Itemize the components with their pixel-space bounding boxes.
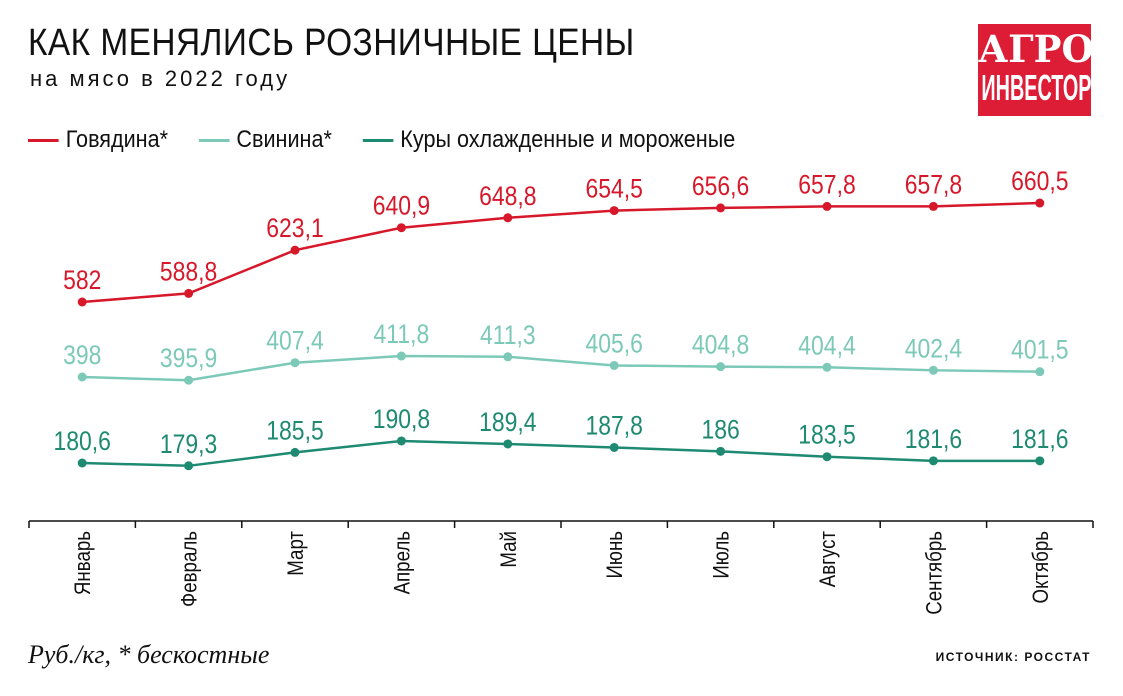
data-point: [609, 206, 619, 216]
data-point: [184, 375, 194, 385]
data-label: 181,6: [1011, 424, 1068, 454]
legend-item-chicken: Куры охлажденные и мороженые: [362, 126, 736, 154]
data-label: 183,5: [798, 420, 855, 450]
data-label: 179,3: [160, 429, 217, 459]
data-label: 407,4: [266, 326, 323, 356]
data-point: [609, 360, 619, 370]
x-tick-label: Январь: [72, 531, 96, 595]
x-tick-label: Сентябрь: [923, 531, 947, 615]
data-point: [822, 452, 832, 462]
legend-swatch: [198, 138, 230, 142]
data-label: 405,6: [585, 329, 642, 359]
series-line: [82, 439, 1040, 468]
data-label: 640,9: [373, 191, 430, 221]
data-label: 404,8: [692, 330, 749, 360]
chart-title: КАК МЕНЯЛИСЬ РОЗНИЧНЫЕ ЦЕНЫ: [28, 22, 635, 64]
data-point: [184, 461, 194, 471]
legend-label: Говядина*: [65, 126, 169, 153]
data-label: 411,8: [374, 319, 430, 349]
data-point: [716, 446, 726, 456]
data-point: [928, 456, 938, 466]
data-label: 404,4: [798, 331, 855, 361]
data-label: 180,6: [53, 426, 110, 456]
data-point: [1035, 367, 1045, 377]
data-point: [396, 223, 406, 233]
data-label: 623,1: [266, 213, 323, 243]
data-label: 657,8: [798, 170, 855, 200]
x-tick-label: Июнь: [604, 531, 628, 579]
data-label: 181,6: [905, 424, 962, 454]
legend-label: Свинина*: [236, 126, 332, 153]
data-point: [77, 458, 87, 468]
data-point: [503, 352, 513, 362]
data-point: [503, 213, 513, 223]
legend: Говядина* Свинина* Куры охлажденные и мо…: [28, 126, 735, 154]
data-point: [928, 365, 938, 375]
x-tick-label: Февраль: [178, 531, 202, 607]
data-label: 187,8: [585, 411, 642, 441]
series-line: [82, 354, 1040, 382]
data-label: 185,5: [266, 416, 323, 446]
data-label: 588,8: [160, 257, 217, 287]
data-label: 648,8: [479, 181, 536, 211]
x-tick-label: Март: [285, 531, 309, 576]
data-label: 189,4: [479, 407, 536, 437]
data-point: [77, 372, 87, 382]
data-point: [1035, 198, 1045, 208]
data-label: 656,6: [692, 171, 749, 201]
data-point: [290, 447, 300, 457]
series-line: [82, 201, 1040, 304]
data-label: 660,5: [1011, 166, 1068, 196]
source: ИСТОЧНИК: РОССТАТ: [935, 650, 1091, 664]
legend-swatch: [362, 138, 394, 142]
data-label: 401,5: [1011, 335, 1068, 365]
data-point: [77, 297, 87, 307]
data-label: 657,8: [905, 170, 962, 200]
legend-swatch: [28, 138, 59, 142]
footnote: Руб./кг, * бескостные: [28, 640, 270, 669]
data-label: 190,8: [373, 404, 430, 434]
data-point: [1035, 456, 1045, 466]
data-label: 395,9: [160, 343, 217, 373]
x-tick-label: Июль: [710, 531, 734, 579]
data-point: [290, 245, 300, 255]
data-point: [716, 203, 726, 213]
data-point: [716, 362, 726, 372]
data-label: 186: [701, 415, 739, 445]
data-point: [609, 442, 619, 452]
x-tick-label: Апрель: [391, 531, 415, 594]
data-label: 402,4: [905, 334, 962, 364]
data-point: [503, 439, 513, 449]
data-label: 411,3: [480, 320, 536, 350]
agroinvestor-logo: АГРО ИНВЕСТОР: [978, 24, 1094, 116]
data-label: 582: [63, 265, 101, 295]
data-point: [290, 358, 300, 368]
data-point: [396, 351, 406, 361]
chart-subtitle: на мясо в 2022 году: [30, 66, 291, 91]
data-point: [396, 436, 406, 446]
data-point: [184, 288, 194, 298]
data-point: [822, 362, 832, 372]
legend-item-beef: Говядина*: [28, 126, 168, 154]
legend-label: Куры охлажденные и мороженые: [400, 126, 736, 153]
x-tick-label: Октябрь: [1029, 531, 1053, 603]
x-tick-label: Май: [497, 531, 521, 568]
data-label: 398: [63, 340, 101, 370]
legend-item-pork: Свинина*: [198, 126, 332, 154]
data-point: [928, 201, 938, 211]
data-label: 654,5: [585, 174, 642, 204]
x-tick-label: Август: [817, 531, 841, 587]
data-point: [822, 201, 832, 211]
